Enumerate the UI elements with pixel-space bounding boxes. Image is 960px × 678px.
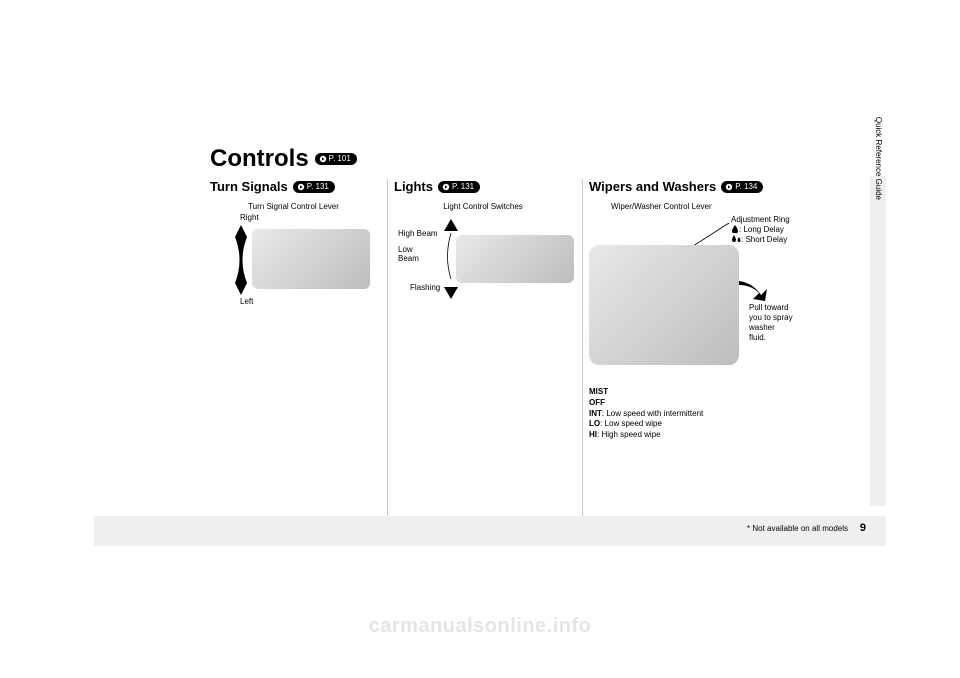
wiper-legend: MIST OFF INT: Low speed with intermitten… xyxy=(589,387,854,441)
legend-hi-desc: : High speed wipe xyxy=(597,430,661,439)
pull-arrow-icon xyxy=(739,277,769,301)
pointer-icon xyxy=(319,155,327,163)
adjustment-short-text: : Short Delay xyxy=(741,235,787,244)
adjustment-ring-block: Adjustment Ring : Long Delay : Short Del… xyxy=(731,215,790,245)
turn-signals-title-text: Turn Signals xyxy=(210,179,288,194)
divider-1 xyxy=(387,179,388,524)
side-tab-label: Quick Reference Guide xyxy=(874,117,883,200)
turn-signals-caption: Turn Signal Control Lever xyxy=(210,202,377,211)
up-down-arrow-icon xyxy=(232,223,250,297)
main-title-text: Controls xyxy=(210,145,309,173)
footer-disclaimer: * Not available on all models xyxy=(747,524,848,533)
pointer-icon xyxy=(442,183,450,191)
wiper-lever-image xyxy=(589,245,739,365)
legend-mist: MIST xyxy=(589,387,608,396)
main-title: Controls P. 101 xyxy=(210,145,870,173)
pointer-icon xyxy=(725,183,733,191)
page-content: Controls P. 101 Turn Signals P. 131 Turn… xyxy=(210,145,870,545)
wipers-figure: Adjustment Ring : Long Delay : Short Del… xyxy=(589,215,854,375)
turn-signal-lever-image xyxy=(252,229,370,289)
label-high-beam: High Beam xyxy=(398,229,438,238)
light-switch-image xyxy=(456,235,574,283)
label-flashing: Flashing xyxy=(410,283,440,292)
legend-off: OFF xyxy=(589,398,605,407)
lights-page-ref: P. 131 xyxy=(438,181,480,193)
lights-page-ref-text: P. 131 xyxy=(452,183,474,191)
wipers-page-ref-text: P. 134 xyxy=(735,183,757,191)
columns: Turn Signals P. 131 Turn Signal Control … xyxy=(210,179,870,524)
adjustment-short: : Short Delay xyxy=(731,235,790,245)
legend-lo-desc: : Low speed wipe xyxy=(600,419,662,428)
side-tab-band xyxy=(870,176,886,506)
wipers-caption: Wiper/Washer Control Lever xyxy=(611,202,854,211)
turn-signals-page-ref-text: P. 131 xyxy=(307,183,329,191)
main-title-page-ref-text: P. 101 xyxy=(329,155,351,163)
legend-int-label: INT xyxy=(589,409,602,418)
wipers-page-ref: P. 134 xyxy=(721,181,763,193)
adjustment-heading: Adjustment Ring xyxy=(731,215,790,225)
legend-hi-label: HI xyxy=(589,430,597,439)
pull-text: Pull toward you to spray washer fluid. xyxy=(749,303,793,343)
legend-int-desc: : Low speed with intermittent xyxy=(602,409,703,418)
label-left: Left xyxy=(240,297,253,306)
label-right: Right xyxy=(240,213,259,222)
main-title-page-ref: P. 101 xyxy=(315,153,357,165)
section-lights: Lights P. 131 Light Control Switches Hig… xyxy=(394,179,580,524)
wipers-title: Wipers and Washers P. 134 xyxy=(589,179,854,194)
adjustment-long-text: : Long Delay xyxy=(739,225,784,234)
adjustment-long: : Long Delay xyxy=(731,225,790,235)
legend-lo-label: LO xyxy=(589,419,600,428)
divider-2 xyxy=(582,179,583,524)
lights-title: Lights P. 131 xyxy=(394,179,572,194)
turn-signals-figure: Right Left xyxy=(210,215,377,315)
label-low-beam: Low Beam xyxy=(398,245,419,263)
lights-title-text: Lights xyxy=(394,179,433,194)
lights-caption: Light Control Switches xyxy=(394,202,572,211)
wipers-title-text: Wipers and Washers xyxy=(589,179,716,194)
section-wipers: Wipers and Washers P. 134 Wiper/Washer C… xyxy=(589,179,854,524)
pointer-icon xyxy=(297,183,305,191)
watermark: carmanualsonline.info xyxy=(369,615,592,638)
turn-signals-page-ref: P. 131 xyxy=(293,181,335,193)
section-turn-signals: Turn Signals P. 131 Turn Signal Control … xyxy=(210,179,385,524)
page-number: 9 xyxy=(860,522,866,534)
turn-signals-title: Turn Signals P. 131 xyxy=(210,179,377,194)
lights-figure: High Beam Low Beam Flashing xyxy=(394,215,572,325)
